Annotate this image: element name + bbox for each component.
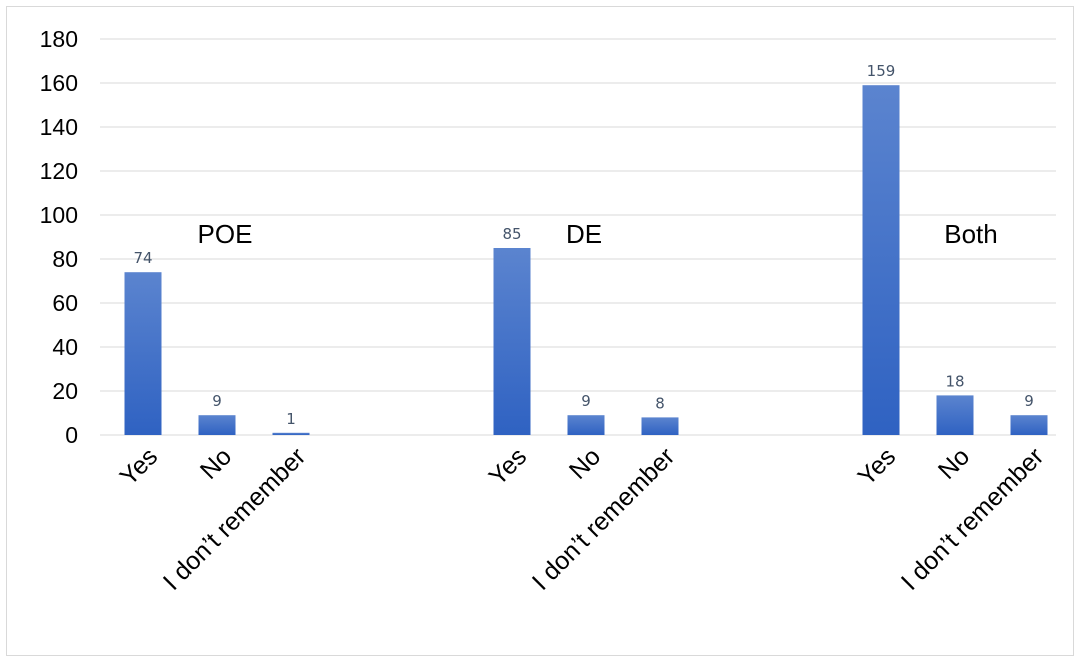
data-label: 9	[212, 392, 222, 410]
y-tick-label: 120	[40, 158, 78, 184]
bar	[862, 85, 900, 435]
y-tick-label: 0	[65, 422, 78, 448]
data-label: 9	[581, 392, 591, 410]
bar	[1010, 415, 1048, 435]
group-labels: POE DE Both	[198, 219, 998, 249]
data-label: 85	[502, 225, 521, 243]
y-tick-label: 20	[52, 378, 78, 404]
data-labels: 74 9 1 85 9 8 159 18 9	[133, 62, 1033, 428]
bar	[641, 417, 679, 435]
bar	[567, 415, 605, 435]
y-tick-label: 180	[40, 26, 78, 52]
grid-lines	[100, 38, 1056, 392]
group-label: POE	[198, 219, 253, 249]
data-label: 1	[286, 410, 296, 428]
y-tick-label: 160	[40, 70, 78, 96]
bar	[936, 395, 974, 435]
category-label: No	[933, 442, 975, 484]
group-label: Both	[944, 219, 998, 249]
y-tick-label: 140	[40, 114, 78, 140]
y-tick-label: 40	[52, 334, 78, 360]
bar	[272, 432, 310, 435]
category-label: Yes	[115, 442, 164, 491]
y-axis-ticks: 0 20 40 60 80 100 120 140 160 180	[40, 26, 78, 448]
category-label: I don’t remember	[158, 442, 311, 595]
category-label: Yes	[484, 442, 533, 491]
category-label: Yes	[853, 442, 902, 491]
bar	[198, 415, 236, 435]
category-label: I don’t remember	[896, 442, 1049, 595]
group-label: DE	[566, 219, 602, 249]
y-tick-label: 100	[40, 202, 78, 228]
bar	[124, 272, 162, 435]
category-labels: Yes NoI don’t remember Yes NoI don’t rememb…	[115, 442, 1050, 595]
bar	[493, 248, 531, 435]
data-label: 18	[945, 372, 964, 390]
data-label: 8	[655, 394, 665, 412]
category-label: No	[195, 442, 237, 484]
category-label: No	[564, 442, 606, 484]
data-label: 74	[133, 249, 152, 267]
data-label: 159	[867, 62, 896, 80]
y-tick-label: 60	[52, 290, 78, 316]
category-label: I don’t remember	[527, 442, 680, 595]
y-tick-label: 80	[52, 246, 78, 272]
data-label: 9	[1024, 392, 1034, 410]
bars	[124, 85, 1048, 435]
